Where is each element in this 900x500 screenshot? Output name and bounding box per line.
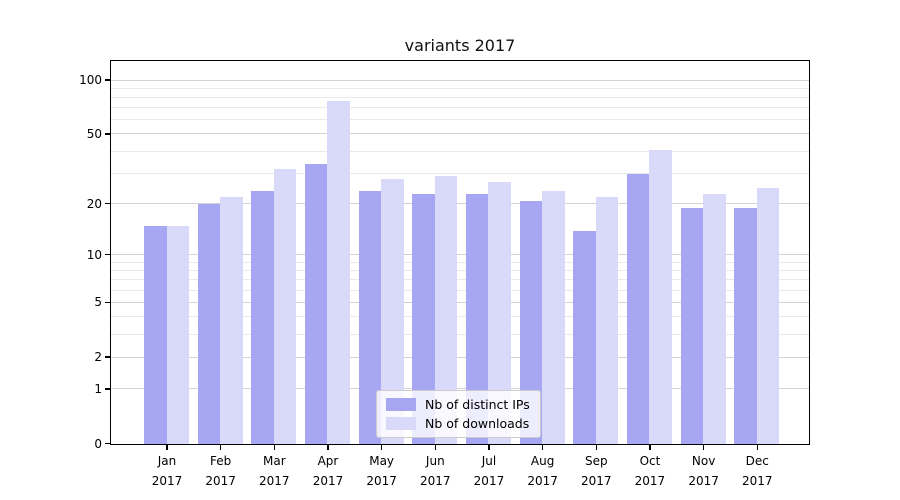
y-tick-mark xyxy=(105,356,110,358)
x-tick-label-may: May 2017 xyxy=(366,454,397,488)
bar-oct-distinct-ips xyxy=(626,173,650,444)
gridline-minor xyxy=(111,150,809,152)
x-tick-mark xyxy=(541,445,544,450)
bar-jun-downloads xyxy=(434,176,458,444)
gridline-minor xyxy=(111,97,809,99)
y-tick-mark xyxy=(105,388,110,390)
gridline-minor xyxy=(111,289,809,291)
bar-oct-downloads xyxy=(649,149,672,444)
x-tick-label-jun: Jun 2017 xyxy=(420,454,451,488)
y-tick-label: 10 xyxy=(86,247,102,262)
bar-apr-downloads xyxy=(327,101,350,444)
bar-may-downloads xyxy=(381,178,404,444)
gridline-minor xyxy=(111,333,809,335)
y-tick-label: 50 xyxy=(86,126,102,141)
y-tick-mark xyxy=(105,442,110,445)
legend-label-downloads: Nb of downloads xyxy=(425,416,530,431)
gridline-major xyxy=(111,133,809,135)
gridline-minor xyxy=(111,316,809,318)
y-tick-label: 2 xyxy=(94,350,102,364)
y-tick-label: 0 xyxy=(94,436,102,451)
gridline-major xyxy=(111,356,809,358)
bar-aug-downloads xyxy=(542,190,565,444)
legend: Nb of distinct IPs Nb of downloads xyxy=(376,390,541,438)
bar-jun-distinct-ips xyxy=(412,193,435,444)
bar-aug-distinct-ips xyxy=(519,200,543,444)
x-tick-mark xyxy=(380,445,383,450)
x-tick-mark xyxy=(702,445,705,450)
bar-may-distinct-ips xyxy=(358,190,382,444)
gridline-minor xyxy=(111,119,809,121)
x-tick-label-dec: Dec 2017 xyxy=(741,454,773,488)
legend-swatch-downloads xyxy=(386,417,416,430)
gridline-major xyxy=(111,79,809,81)
x-tick-mark xyxy=(166,445,168,450)
x-tick-label-nov: Nov 2017 xyxy=(688,454,719,488)
bar-mar-distinct-ips xyxy=(251,190,274,444)
x-tick-label-sep: Sep 2017 xyxy=(580,454,612,488)
bar-jul-downloads xyxy=(488,181,511,444)
y-tick-mark xyxy=(105,254,110,256)
y-tick-label: 20 xyxy=(86,196,102,211)
bar-apr-distinct-ips xyxy=(304,164,328,444)
x-tick-mark xyxy=(595,445,597,450)
bar-dec-distinct-ips xyxy=(734,208,757,444)
gridline-major xyxy=(111,301,809,303)
x-tick-mark xyxy=(649,445,651,450)
chart-title: variants 2017 xyxy=(404,36,516,55)
gridline-minor xyxy=(111,279,809,281)
x-tick-mark xyxy=(756,445,758,450)
gridline-major xyxy=(111,203,809,205)
legend-entry-downloads: Nb of downloads xyxy=(386,416,530,431)
y-tick-mark xyxy=(105,133,110,135)
bar-jan-downloads xyxy=(166,225,189,444)
x-tick-mark xyxy=(327,445,329,450)
bar-jul-distinct-ips xyxy=(465,193,489,444)
legend-label-distinct-ips: Nb of distinct IPs xyxy=(425,397,530,412)
bar-sep-distinct-ips xyxy=(573,230,596,444)
gridline-minor xyxy=(111,107,809,109)
bar-mar-downloads xyxy=(273,168,297,444)
x-tick-label-mar: Mar 2017 xyxy=(259,454,290,488)
x-tick-label-jul: Jul 2017 xyxy=(473,454,505,488)
x-tick-label-apr: Apr 2017 xyxy=(312,454,344,488)
y-tick-label: 5 xyxy=(94,295,102,310)
bar-jan-distinct-ips xyxy=(144,225,167,444)
bar-nov-distinct-ips xyxy=(680,208,704,444)
x-tick-label-jan: Jan 2017 xyxy=(151,454,183,488)
x-tick-mark xyxy=(273,445,275,450)
bar-sep-downloads xyxy=(595,197,619,444)
x-tick-label-aug: Aug 2017 xyxy=(527,454,558,488)
bar-dec-downloads xyxy=(756,187,780,444)
y-tick-mark xyxy=(105,79,110,81)
x-tick-mark xyxy=(434,445,436,450)
bar-feb-downloads xyxy=(220,197,243,444)
bar-nov-downloads xyxy=(703,193,726,444)
plot-area: Nb of distinct IPs Nb of downloads xyxy=(110,60,810,445)
gridline-major xyxy=(111,254,809,256)
y-tick-label: 1 xyxy=(94,381,102,396)
y-tick-mark xyxy=(105,203,110,205)
x-tick-label-oct: Oct 2017 xyxy=(634,454,666,488)
x-tick-mark xyxy=(219,445,222,450)
gridline-minor xyxy=(111,270,809,272)
y-tick-mark xyxy=(105,301,110,304)
x-tick-label-feb: Feb 2017 xyxy=(205,454,236,488)
gridline-minor xyxy=(111,172,809,174)
gridline-minor xyxy=(111,261,809,263)
y-tick-label: 100 xyxy=(79,73,102,88)
legend-swatch-distinct-ips xyxy=(386,398,416,411)
gridline-major xyxy=(111,388,809,390)
gridline-minor xyxy=(111,87,809,89)
x-tick-mark xyxy=(488,445,490,450)
legend-entry-distinct-ips: Nb of distinct IPs xyxy=(386,397,530,412)
bar-feb-distinct-ips xyxy=(197,204,221,444)
